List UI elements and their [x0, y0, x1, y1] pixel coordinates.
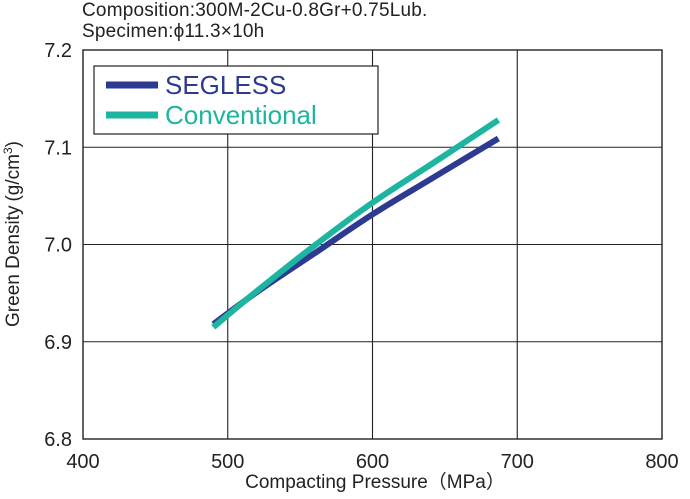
- x-tick-label: 600: [356, 451, 389, 473]
- x-tick-labels: 400 500 600 700 800: [66, 451, 678, 473]
- y-axis-label-superscript: 3: [1, 147, 15, 154]
- chart-title-composition: Composition:300M-2Cu-0.8Gr+0.75Lub.: [82, 0, 428, 21]
- plot-border: [82, 49, 663, 440]
- y-tick-labels: 6.8 6.9 7.0 7.1 7.2: [44, 40, 72, 451]
- series-line-conventional: [211, 117, 501, 330]
- y-axis-label-close: ): [3, 141, 24, 147]
- series-lines: [211, 117, 501, 330]
- y-axis-label-main: Green Density: [3, 205, 24, 327]
- legend-box: [93, 65, 379, 135]
- legend-label-segless: SEGLESS: [165, 70, 286, 100]
- y-tick-label: 6.8: [44, 429, 72, 451]
- x-tick-label: 800: [645, 451, 678, 473]
- x-tick-label: 700: [501, 451, 534, 473]
- y-axis-label-unit: (g/cm: [3, 154, 24, 202]
- x-axis-label: Compacting Pressure（MPa）: [245, 471, 505, 493]
- y-tick-label: 7.2: [44, 40, 72, 62]
- plot-frame: [82, 49, 663, 440]
- series-line-segless: [211, 135, 500, 327]
- x-tick-label: 400: [66, 451, 99, 473]
- y-tick-label: 7.0: [44, 235, 72, 257]
- chart-title-specimen: Specimen:ϕ11.3×10h: [82, 21, 265, 42]
- y-tick-label: 6.9: [44, 332, 72, 354]
- y-tick-label: 7.1: [44, 137, 72, 159]
- x-tick-label: 500: [211, 451, 244, 473]
- legend-label-conventional: Conventional: [165, 100, 317, 130]
- y-axis-label: Green Density (g/cm3): [1, 141, 24, 327]
